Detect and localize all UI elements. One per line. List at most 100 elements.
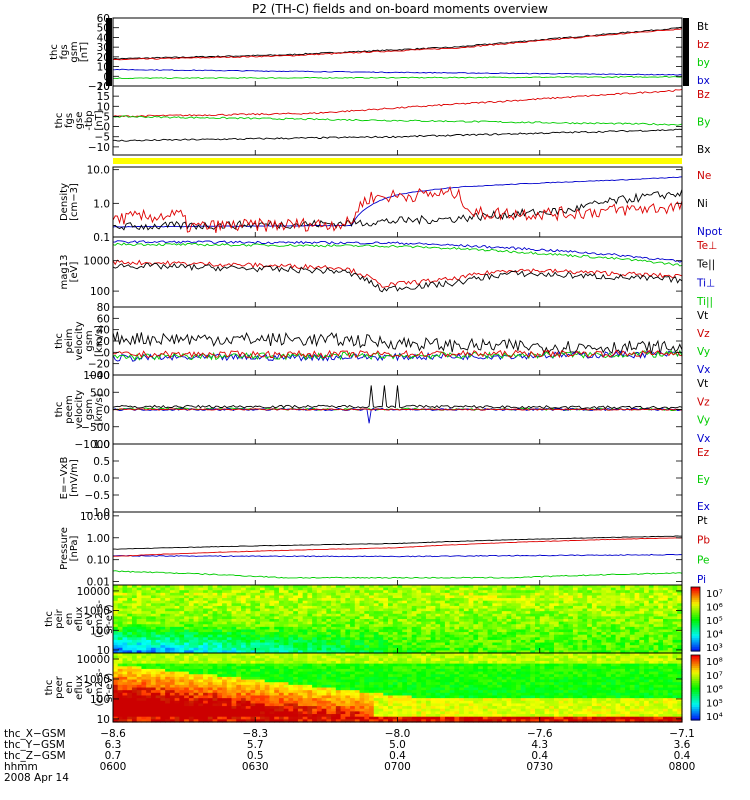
spectrogram-cell <box>549 639 555 644</box>
spectrogram-cell <box>392 624 399 628</box>
spectrogram-cell <box>255 598 261 602</box>
spectrogram-cell <box>335 637 342 641</box>
spectrogram-cell <box>165 637 171 641</box>
series-line <box>113 76 683 80</box>
series-line <box>112 242 683 267</box>
spectrogram-cell <box>174 682 180 686</box>
spectrogram-cell <box>264 676 271 681</box>
spectrogram-cell <box>297 658 304 662</box>
spectrogram-cell <box>416 619 422 623</box>
spectrogram-cell <box>558 647 565 651</box>
spectrogram-cell <box>354 692 361 697</box>
spectrogram-cell <box>193 695 199 699</box>
spectrogram-cell <box>236 671 242 675</box>
spectrogram-cell <box>378 626 384 631</box>
spectrogram-cell <box>473 645 479 649</box>
spectrogram-cell <box>184 603 190 607</box>
spectrogram-cell <box>378 629 384 633</box>
spectrogram-cell <box>572 595 579 599</box>
spectrogram-cell <box>392 600 399 604</box>
spectrogram-cell <box>217 600 223 604</box>
spectrogram-cell <box>383 598 389 602</box>
spectrogram-cell <box>663 645 669 649</box>
spectrogram-cell <box>639 592 645 597</box>
spectrogram-cell <box>487 605 493 610</box>
spectrogram-cell <box>113 639 119 644</box>
spectrogram-cell <box>582 603 588 607</box>
spectrogram-cell <box>150 598 157 602</box>
spectrogram-cell <box>241 619 247 623</box>
spectrogram-cell <box>297 587 304 591</box>
spectrogram-cell <box>259 716 266 720</box>
spectrogram-cell <box>288 639 294 644</box>
spectrogram-cell <box>212 592 218 597</box>
spectrogram-cell <box>302 624 309 628</box>
spectrogram-cell <box>435 634 441 638</box>
spectrogram-cell <box>340 668 346 673</box>
spectrogram-cell <box>269 682 275 686</box>
spectrogram-cell <box>259 605 266 610</box>
spectrogram-cell <box>160 708 166 712</box>
spectrogram-cell <box>549 611 555 615</box>
spectrogram-cell <box>539 616 546 620</box>
spectrogram-cell <box>610 600 617 604</box>
spectrogram-cell <box>250 674 256 678</box>
spectrogram-cell <box>606 645 612 649</box>
spectrogram-cell <box>497 592 503 597</box>
spectrogram-cell <box>331 692 337 697</box>
spectrogram-cell <box>226 585 233 589</box>
spectrogram-cell <box>653 619 659 623</box>
spectrogram-cell <box>535 619 541 623</box>
spectrogram-cell <box>269 585 275 589</box>
spectrogram-cell <box>378 668 384 673</box>
spectrogram-cell <box>113 698 119 702</box>
spectrogram-cell <box>113 626 119 631</box>
spectrogram-cell <box>378 716 384 720</box>
spectrogram-cell <box>131 716 138 720</box>
spectrogram-cell <box>525 587 531 591</box>
spectrogram-cell <box>331 684 337 689</box>
spectrogram-cell <box>293 603 299 607</box>
spectrogram-cell <box>364 716 370 720</box>
spectrogram-cell <box>312 714 318 718</box>
y-axis-label: Density[cm−3] <box>59 183 80 221</box>
spectrogram-cell <box>359 598 365 602</box>
spectrogram-cell <box>497 619 503 623</box>
spectrogram-cell <box>222 684 228 689</box>
spectrogram-cell <box>193 645 199 649</box>
spectrogram-cell <box>326 687 332 691</box>
spectrogram-cell <box>231 663 237 667</box>
spectrogram-cell <box>207 611 214 615</box>
spectrogram-cell <box>212 660 218 665</box>
spectrogram-cell <box>307 616 313 620</box>
spectrogram-cell <box>468 613 474 617</box>
spectrogram-cell <box>212 619 218 623</box>
spectrogram-cell <box>188 687 195 691</box>
spectrogram-cell <box>634 634 640 638</box>
y-axis-label-line: mag13 <box>59 255 70 290</box>
spectrogram-cell <box>667 592 674 597</box>
spectrogram-cell <box>274 624 280 628</box>
spectrogram-cell <box>350 592 356 597</box>
spectrogram-cell <box>198 642 204 646</box>
spectrogram-cell <box>321 621 327 625</box>
spectrogram-cell <box>606 647 612 651</box>
spectrogram-cell <box>667 626 674 631</box>
spectrogram-cell <box>259 684 266 689</box>
spectrogram-cell <box>160 585 166 589</box>
spectrogram-cell <box>478 590 484 594</box>
spectrogram-cell <box>283 585 290 589</box>
spectrogram-cell <box>297 684 304 689</box>
spectrogram-cell <box>307 632 313 636</box>
left-bar <box>106 18 112 86</box>
spectrogram-cell <box>146 703 152 707</box>
spectrogram-cell <box>131 700 138 705</box>
spectrogram-cell <box>406 619 413 623</box>
spectrogram-cell <box>463 585 470 589</box>
spectrogram-cell <box>440 611 446 615</box>
spectrogram-cell <box>648 619 655 623</box>
spectrogram-cell <box>274 647 280 651</box>
spectrogram-cell <box>629 611 636 615</box>
spectrogram-cell <box>615 603 621 607</box>
spectrogram-cell <box>250 611 256 615</box>
